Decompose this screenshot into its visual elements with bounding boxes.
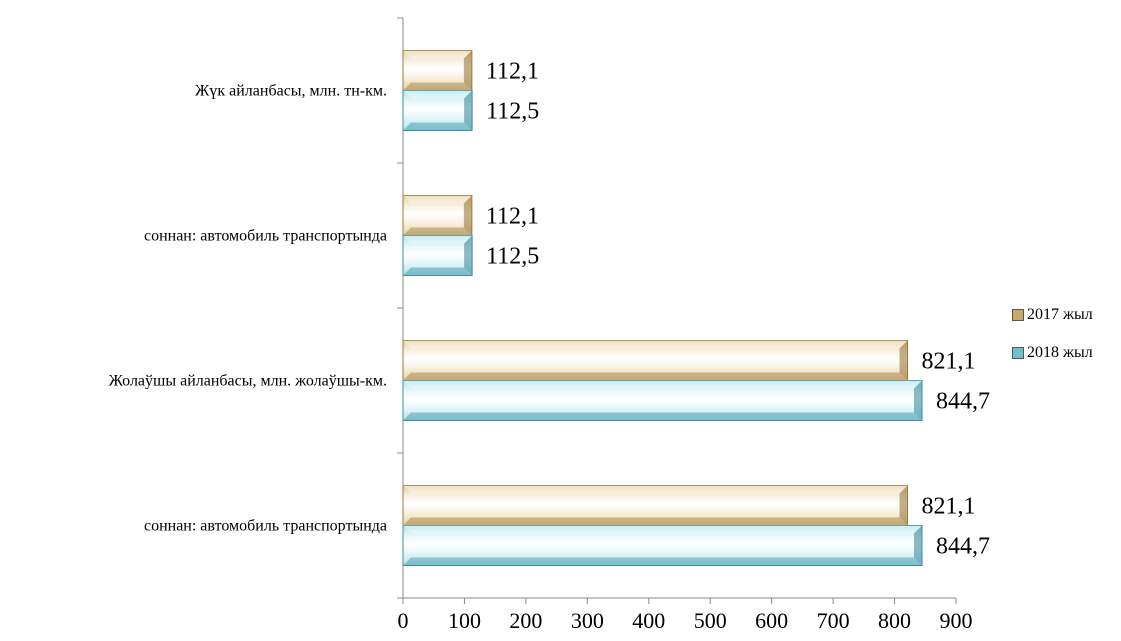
bar-2018 — [402, 90, 473, 131]
legend-item-2017: 2017 жыл — [1012, 296, 1093, 334]
category-label: Жолаўшы айланбасы, млн. жолаўшы-км. — [109, 373, 387, 390]
bar-bevel-bottom — [403, 557, 923, 566]
x-tick-label: 200 — [509, 608, 542, 633]
bar-bevel-top — [403, 485, 908, 494]
legend-label-2018: 2018 жыл — [1027, 344, 1093, 361]
bar-bevel-end — [463, 50, 472, 91]
bar-bevel-top — [403, 380, 923, 389]
category-label: соннан: автомобиль транспортында — [144, 518, 387, 535]
bar-bevel-bottom — [403, 122, 473, 131]
bar-bevel-bottom — [403, 412, 923, 421]
x-tick-label: 600 — [755, 608, 788, 633]
bar-bevel-top — [403, 50, 472, 59]
x-tick-label: 700 — [817, 608, 850, 633]
bar-bevel-top — [403, 235, 473, 244]
bar-bevel-bottom — [403, 372, 908, 381]
bar-bevel-end — [899, 340, 908, 381]
bar-2017 — [402, 340, 909, 381]
data-label: 112,1 — [486, 59, 539, 85]
bar-bevel-top — [403, 90, 473, 99]
bar-bevel-end — [464, 90, 473, 131]
data-label: 112,5 — [486, 244, 539, 270]
x-tick-label: 800 — [878, 608, 911, 633]
bar-2018 — [402, 235, 473, 276]
legend: 2017 жыл 2018 жыл — [1012, 296, 1093, 372]
legend-swatch-2017 — [1012, 309, 1024, 321]
legend-label-2017: 2017 жыл — [1027, 306, 1093, 323]
category-label: соннан: автомобиль транспортында — [144, 228, 387, 245]
data-label: 112,1 — [486, 204, 539, 230]
legend-item-2018: 2018 жыл — [1012, 334, 1093, 372]
x-tick-label: 100 — [448, 608, 481, 633]
x-tick-label: 400 — [632, 608, 665, 633]
bar-bevel-top — [403, 525, 923, 534]
x-tick-label: 0 — [398, 608, 409, 633]
x-tick-label: 300 — [571, 608, 604, 633]
data-label: 821,1 — [922, 494, 976, 520]
bar-bevel-end — [899, 485, 908, 526]
data-label: 821,1 — [922, 349, 976, 375]
bar-bevel-end — [914, 380, 923, 421]
bar-bevel-end — [914, 525, 923, 566]
bar-bevel-bottom — [403, 82, 472, 91]
bar-bevel-bottom — [403, 227, 472, 236]
x-tick-label: 500 — [694, 608, 727, 633]
data-label: 844,7 — [936, 389, 990, 415]
bar-bevel-end — [464, 235, 473, 276]
x-tick-label: 900 — [940, 608, 973, 633]
bar-2018 — [402, 525, 923, 566]
data-label: 844,7 — [936, 534, 990, 560]
bar-2017 — [402, 485, 909, 526]
data-label: 112,5 — [486, 99, 539, 125]
bar-bevel-top — [403, 195, 472, 204]
bar-bevel-bottom — [403, 267, 473, 276]
bar-bevel-bottom — [403, 517, 908, 526]
legend-swatch-2018 — [1012, 347, 1024, 359]
bar-bevel-end — [463, 195, 472, 236]
bar-bevel-top — [403, 340, 908, 349]
bar-2017 — [402, 50, 473, 91]
category-label: Жүк айланбасы, млн. тн-км. — [195, 83, 387, 100]
